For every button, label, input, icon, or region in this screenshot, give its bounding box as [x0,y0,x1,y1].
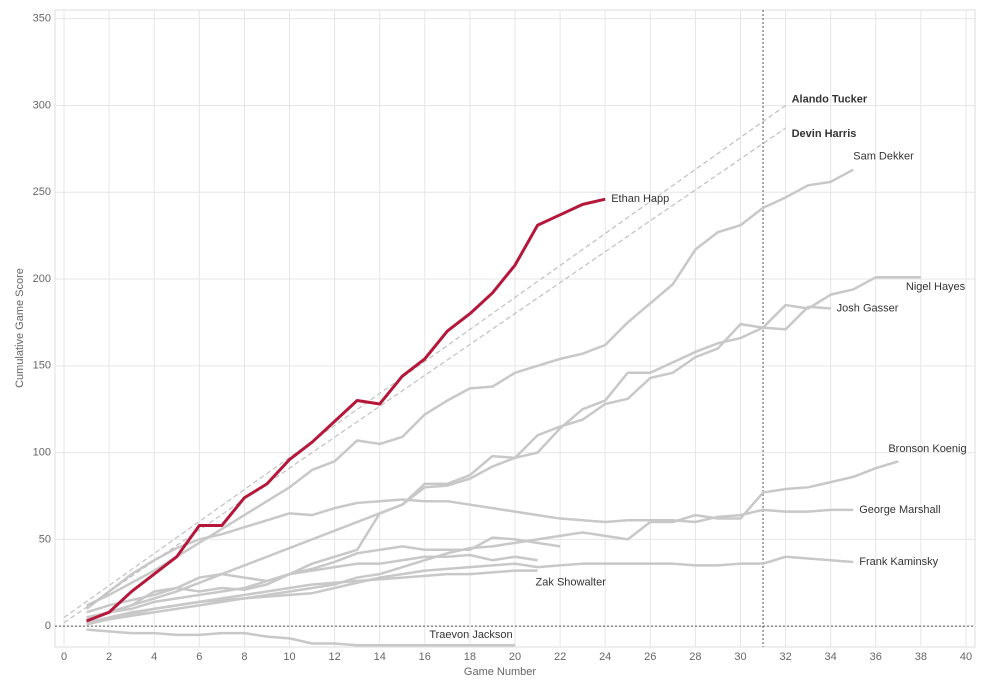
series-line [86,555,854,626]
x-tick-label: 28 [689,651,701,663]
y-tick-label: 350 [33,13,51,25]
x-tick-label: 26 [644,651,656,663]
x-tick-label: 12 [328,651,340,663]
x-tick-label: 14 [374,651,386,663]
series-label: Devin Harris [792,128,857,140]
x-tick-label: 24 [599,651,611,663]
series-label: Sam Dekker [853,151,914,163]
x-tick-label: 36 [870,651,882,663]
series-line [86,553,538,614]
y-tick-label: 300 [33,99,51,111]
series-line [86,168,854,607]
series-label: Frank Kaminsky [859,556,938,568]
y-tick-label: 250 [33,186,51,198]
series-line [85,498,854,610]
series-line [86,460,899,624]
x-tick-label: 10 [283,651,295,663]
y-axis-title: Cumulative Game Score [14,268,26,388]
x-tick-label: 2 [106,651,112,663]
y-tick-label: 200 [33,273,51,285]
x-tick-label: 32 [779,651,791,663]
x-tick-label: 34 [825,651,837,663]
x-tick-label: 8 [241,651,247,663]
y-tick-label: 100 [33,447,51,459]
x-tick-label: 30 [734,651,746,663]
x-tick-label: 20 [509,651,521,663]
series-label: George Marshall [859,504,940,516]
series-label: Ethan Happ [611,193,669,205]
y-tick-label: 50 [39,533,51,545]
y-tick-label: 0 [45,620,51,632]
series-label: Zak Showalter [536,577,607,589]
series-label: Josh Gasser [837,302,899,314]
x-tick-label: 16 [419,651,431,663]
series-label: Traevon Jackson [429,629,512,641]
series-label: Alando Tucker [792,93,868,105]
x-tick-label: 22 [554,651,566,663]
series-line [86,276,921,619]
y-tick-label: 150 [33,360,51,372]
x-tick-label: 38 [915,651,927,663]
series-line [86,197,606,623]
series-label: Bronson Koenig [888,443,966,455]
x-tick-label: 40 [960,651,972,663]
x-axis-title: Game Number [464,666,536,678]
series-line [86,305,831,621]
series-label: Nigel Hayes [906,281,966,293]
x-tick-label: 0 [61,651,67,663]
series-line [63,127,786,624]
x-tick-label: 6 [196,651,202,663]
x-tick-label: 18 [464,651,476,663]
x-tick-label: 4 [151,651,157,663]
series-line [63,104,786,618]
series-line [86,536,561,619]
series-line [86,628,515,647]
